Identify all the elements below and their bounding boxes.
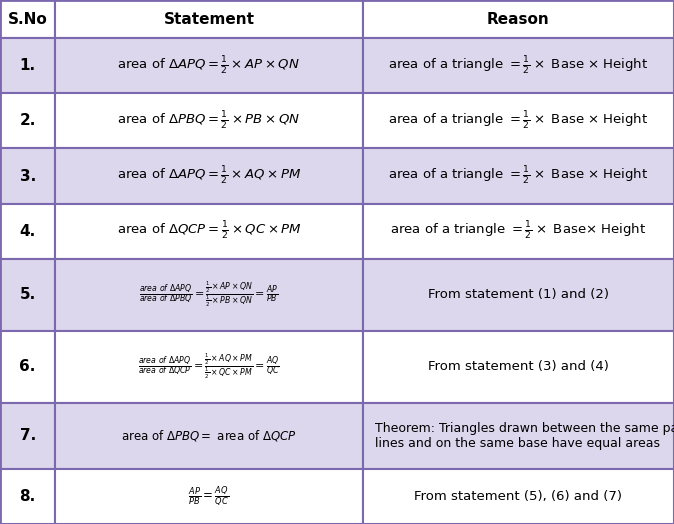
Text: From statement (5), (6) and (7): From statement (5), (6) and (7) xyxy=(415,490,622,503)
Bar xyxy=(0,331,55,402)
Bar xyxy=(0,148,55,204)
Text: area of a triangle $= \frac{1}{2} \times$ Base $\times$ Height: area of a triangle $= \frac{1}{2} \times… xyxy=(388,165,648,187)
Bar xyxy=(363,402,674,469)
Text: 6.: 6. xyxy=(20,359,36,374)
Text: From statement (3) and (4): From statement (3) and (4) xyxy=(428,360,609,373)
Text: Theorem: Triangles drawn between the same parallel
lines and on the same base ha: Theorem: Triangles drawn between the sam… xyxy=(375,422,674,450)
Text: 3.: 3. xyxy=(20,169,36,183)
Text: $\frac{AP}{PB} = \frac{AQ}{QC}$: $\frac{AP}{PB} = \frac{AQ}{QC}$ xyxy=(188,485,230,508)
Bar xyxy=(0,0,55,38)
Bar xyxy=(55,469,363,524)
Bar xyxy=(0,469,55,524)
Text: 2.: 2. xyxy=(20,113,36,128)
Text: area of a triangle $= \frac{1}{2} \times$ Base $\times$ Height: area of a triangle $= \frac{1}{2} \times… xyxy=(388,110,648,132)
Bar xyxy=(363,204,674,259)
Text: $\frac{\mathit{area\ of}\ \Delta APQ}{\mathit{area\ of}\ \Delta PBQ} = \frac{\fr: $\frac{\mathit{area\ of}\ \Delta APQ}{\m… xyxy=(140,281,278,309)
Bar xyxy=(363,259,674,331)
Text: 5.: 5. xyxy=(20,287,36,302)
Bar xyxy=(363,0,674,38)
Bar xyxy=(55,204,363,259)
Text: area of a triangle $= \frac{1}{2} \times$ Base $\times$ Height: area of a triangle $= \frac{1}{2} \times… xyxy=(388,54,648,77)
Bar xyxy=(55,259,363,331)
Bar xyxy=(0,204,55,259)
Text: 1.: 1. xyxy=(20,58,36,73)
Bar xyxy=(0,38,55,93)
Bar xyxy=(55,0,363,38)
Bar xyxy=(55,148,363,204)
Text: Statement: Statement xyxy=(163,12,255,27)
Text: area of a triangle $= \frac{1}{2} \times$ Base$\times$ Height: area of a triangle $= \frac{1}{2} \times… xyxy=(390,220,646,243)
Text: 7.: 7. xyxy=(20,428,36,443)
Text: 8.: 8. xyxy=(20,489,36,504)
Bar xyxy=(363,331,674,402)
Bar xyxy=(363,38,674,93)
Bar xyxy=(55,402,363,469)
Bar xyxy=(363,469,674,524)
Bar xyxy=(55,93,363,148)
Bar xyxy=(363,93,674,148)
Text: area of $\Delta QCP = \frac{1}{2} \times QC \times PM$: area of $\Delta QCP = \frac{1}{2} \times… xyxy=(117,220,301,243)
Text: area of $\Delta APQ = \frac{1}{2} \times AQ \times PM$: area of $\Delta APQ = \frac{1}{2} \times… xyxy=(117,165,301,187)
Text: S.No: S.No xyxy=(8,12,47,27)
Text: 4.: 4. xyxy=(20,224,36,239)
Text: From statement (1) and (2): From statement (1) and (2) xyxy=(428,288,609,301)
Bar xyxy=(0,93,55,148)
Bar xyxy=(0,402,55,469)
Text: $\frac{\mathit{area\ of}\ \Delta APQ}{\mathit{area\ of}\ \Delta QCP} = \frac{\fr: $\frac{\mathit{area\ of}\ \Delta APQ}{\m… xyxy=(138,353,280,381)
Text: Reason: Reason xyxy=(487,12,550,27)
Text: area of $\Delta PBQ = \frac{1}{2} \times PB \times QN$: area of $\Delta PBQ = \frac{1}{2} \times… xyxy=(117,110,301,132)
Bar xyxy=(363,148,674,204)
Text: area of $\Delta APQ = \frac{1}{2} \times AP \times QN$: area of $\Delta APQ = \frac{1}{2} \times… xyxy=(117,54,301,77)
Bar xyxy=(0,259,55,331)
Text: area of $\Delta PBQ =$ area of $\Delta QCP$: area of $\Delta PBQ =$ area of $\Delta Q… xyxy=(121,428,297,443)
Bar xyxy=(55,331,363,402)
Bar xyxy=(55,38,363,93)
